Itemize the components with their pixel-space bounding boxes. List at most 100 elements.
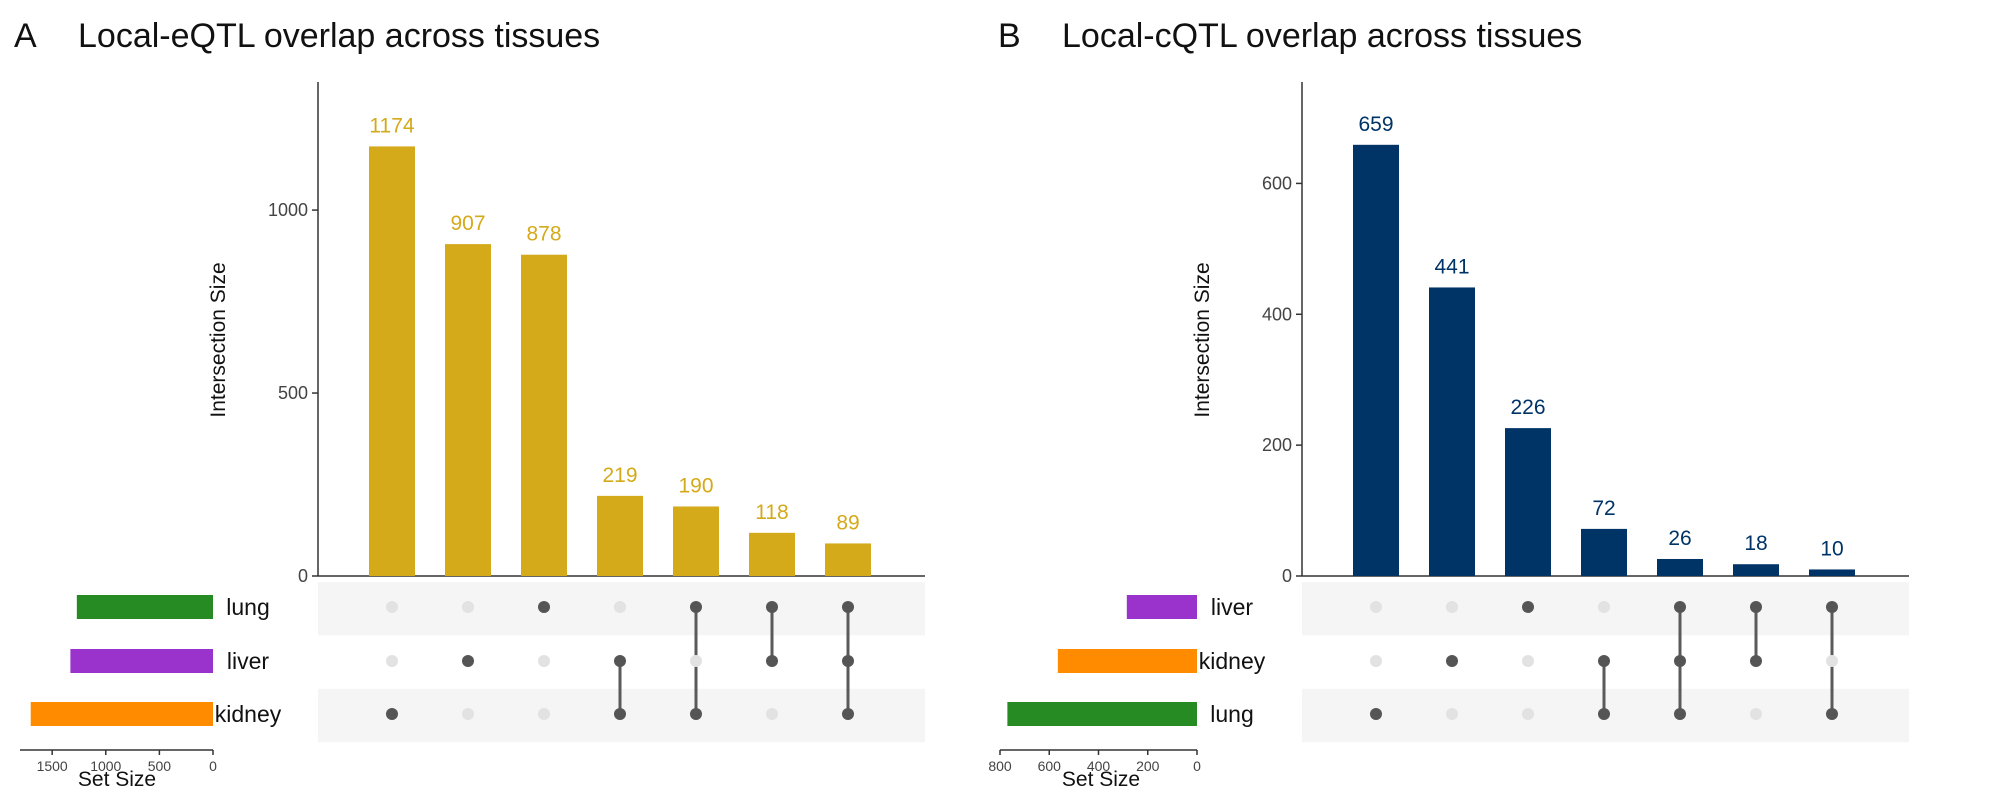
panel-a-matrix-dot-active bbox=[690, 601, 702, 613]
panel-b-matrix-dot-inactive bbox=[1522, 655, 1534, 667]
panel-b-bar bbox=[1733, 564, 1779, 576]
panel-b-bar bbox=[1809, 569, 1855, 576]
panel-b-matrix-dot-inactive bbox=[1446, 601, 1458, 613]
panel-b-bar-value-label: 26 bbox=[1668, 527, 1691, 550]
panel-b-matrix-dot-active bbox=[1674, 708, 1686, 720]
panel-a-matrix-dot-active bbox=[614, 655, 626, 667]
panel-a-set-size-tick-label: 0 bbox=[209, 758, 217, 774]
panel-a-matrix-dot-inactive bbox=[766, 708, 778, 720]
panel-b-set-size-tick-label: 600 bbox=[1038, 758, 1062, 774]
panel-b-title: Local-cQTL overlap across tissues bbox=[1062, 17, 1582, 55]
panel-b-bar-value-label: 659 bbox=[1358, 113, 1393, 136]
panel-b-plot: 0 200 400 600 659 441 226 72 26 18 10 liver kidney lu… bbox=[988, 82, 1909, 774]
panel-a-matrix-dot-active bbox=[614, 708, 626, 720]
panel-b-matrix-dot-inactive bbox=[1446, 708, 1458, 720]
panel-a-set-size-label: Set Size bbox=[78, 768, 156, 791]
panel-a-bar-value-label: 878 bbox=[526, 223, 561, 246]
panel-a-matrix-dot-inactive bbox=[386, 601, 398, 613]
panel-a-matrix-dot-inactive bbox=[538, 655, 550, 667]
panel-a-matrix-dot-active bbox=[690, 708, 702, 720]
panel-a-bar-value-label: 219 bbox=[602, 464, 637, 487]
panel-b-matrix-dot-inactive bbox=[1826, 655, 1838, 667]
panel-a-bar-value-label: 118 bbox=[755, 501, 788, 524]
panel-b-bar bbox=[1505, 428, 1551, 576]
panel-a-matrix-dot-inactive bbox=[462, 708, 474, 720]
panel-b-bar-value-label: 441 bbox=[1434, 255, 1469, 278]
panel-b-set-size-label: Set Size bbox=[1062, 768, 1140, 791]
panel-a-ylabel: Intersection Size bbox=[207, 262, 230, 417]
panel-b-matrix-dot-active bbox=[1674, 655, 1686, 667]
panel-b-set-label: liver bbox=[1211, 594, 1254, 620]
panel-a-matrix-dot-active bbox=[842, 601, 854, 613]
panel-a-matrix-dot-active bbox=[842, 708, 854, 720]
panel-a-bar bbox=[445, 244, 491, 577]
panel-a-bar-value-label: 907 bbox=[450, 212, 485, 235]
panel-b-matrix-dot-active bbox=[1522, 601, 1534, 613]
panel-a-matrix-dot-inactive bbox=[462, 601, 474, 613]
panel-a-bar bbox=[521, 254, 567, 576]
panel-a-set-size-bar bbox=[30, 702, 213, 726]
panel-a-y-tick-label: 0 bbox=[298, 566, 308, 586]
panel-b-bar-value-label: 226 bbox=[1510, 396, 1545, 419]
panel-a-title: Local-eQTL overlap across tissues bbox=[78, 17, 600, 55]
panel-b-set-size-tick-label: 800 bbox=[988, 758, 1012, 774]
panel-b-matrix-dot-inactive bbox=[1370, 601, 1382, 613]
panel-b-matrix-dot-active bbox=[1750, 601, 1762, 613]
panel-a-bar bbox=[749, 532, 795, 576]
panel-a-matrix-dot-active bbox=[766, 655, 778, 667]
panel-a-bar bbox=[597, 495, 643, 576]
panel-b-matrix-dot-active bbox=[1446, 655, 1458, 667]
panel-a-bar-value-label: 190 bbox=[678, 474, 713, 497]
panel-b-ylabel: Intersection Size bbox=[1191, 262, 1214, 417]
panel-b-y-tick-label: 200 bbox=[1262, 435, 1292, 455]
panel-a-bar bbox=[369, 146, 415, 577]
panel-a-bar-value-label: 89 bbox=[836, 511, 859, 534]
panel-b-matrix-dot-active bbox=[1598, 708, 1610, 720]
panel-b-matrix-dot-inactive bbox=[1750, 708, 1762, 720]
panel-b-y-tick-label: 0 bbox=[1282, 566, 1292, 586]
panel-b-y-tick-label: 600 bbox=[1262, 173, 1292, 193]
panel-a-set-size-bar bbox=[70, 649, 214, 673]
panel-a-y-tick-label: 500 bbox=[278, 383, 308, 403]
panel-b-set-label: lung bbox=[1210, 701, 1253, 727]
panel-b-matrix-dot-active bbox=[1598, 655, 1610, 667]
panel-a-plot: 0 500 1000 1174 907 878 219 190 118 89 lung liver ki… bbox=[20, 82, 925, 774]
panel-b-bar-value-label: 72 bbox=[1592, 497, 1615, 520]
panel-b: B Local-cQTL overlap across tissues Inte… bbox=[988, 17, 1909, 791]
panel-b-bar bbox=[1657, 558, 1703, 576]
panel-b-matrix-dot-inactive bbox=[1522, 708, 1534, 720]
panel-b-matrix-dot-active bbox=[1674, 601, 1686, 613]
panel-b-set-size-tick-label: 0 bbox=[1193, 758, 1201, 774]
panel-b-set-size-tick-label: 200 bbox=[1136, 758, 1160, 774]
panel-b-set-size-bar bbox=[1126, 595, 1197, 619]
panel-b-set-size-bar bbox=[1057, 649, 1197, 673]
panel-b-matrix-dot-active bbox=[1826, 708, 1838, 720]
panel-b-matrix-dot-active bbox=[1826, 601, 1838, 613]
panel-b-bar bbox=[1429, 287, 1475, 576]
panel-b-matrix-dot-active bbox=[1370, 708, 1382, 720]
panel-b-set-label: kidney bbox=[1199, 648, 1266, 674]
panel-b-matrix-dot-inactive bbox=[1598, 601, 1610, 613]
panel-a-set-label: kidney bbox=[215, 701, 282, 727]
panel-a-matrix-dot-active bbox=[842, 655, 854, 667]
panel-b-matrix-dot-active bbox=[1750, 655, 1762, 667]
panel-b-set-size-bar bbox=[1007, 702, 1197, 726]
panel-a-matrix-dot-inactive bbox=[386, 655, 398, 667]
panel-a-bar bbox=[673, 506, 719, 576]
panel-b-bar bbox=[1353, 144, 1399, 577]
panel-a-matrix-dot-active bbox=[538, 601, 550, 613]
panel-a-set-size-tick-label: 500 bbox=[148, 758, 172, 774]
panel-a-letter: A bbox=[14, 17, 37, 55]
panel-a-matrix-dot-active bbox=[386, 708, 398, 720]
panel-a-bar-value-label: 1174 bbox=[369, 114, 414, 137]
panel-a-matrix-dot-inactive bbox=[690, 655, 702, 667]
panel-a-set-size-tick-label: 1500 bbox=[37, 758, 68, 774]
panel-a-set-label: lung bbox=[226, 594, 269, 620]
panel-a-set-label: liver bbox=[227, 648, 270, 674]
panel-a: A Local-eQTL overlap across tissues Inte… bbox=[14, 17, 925, 791]
panel-a-matrix-dot-active bbox=[462, 655, 474, 667]
panel-a-set-size-bar bbox=[76, 595, 213, 619]
panel-a-matrix-dot-active bbox=[766, 601, 778, 613]
panel-a-set-size-tick-label: 1000 bbox=[90, 758, 121, 774]
